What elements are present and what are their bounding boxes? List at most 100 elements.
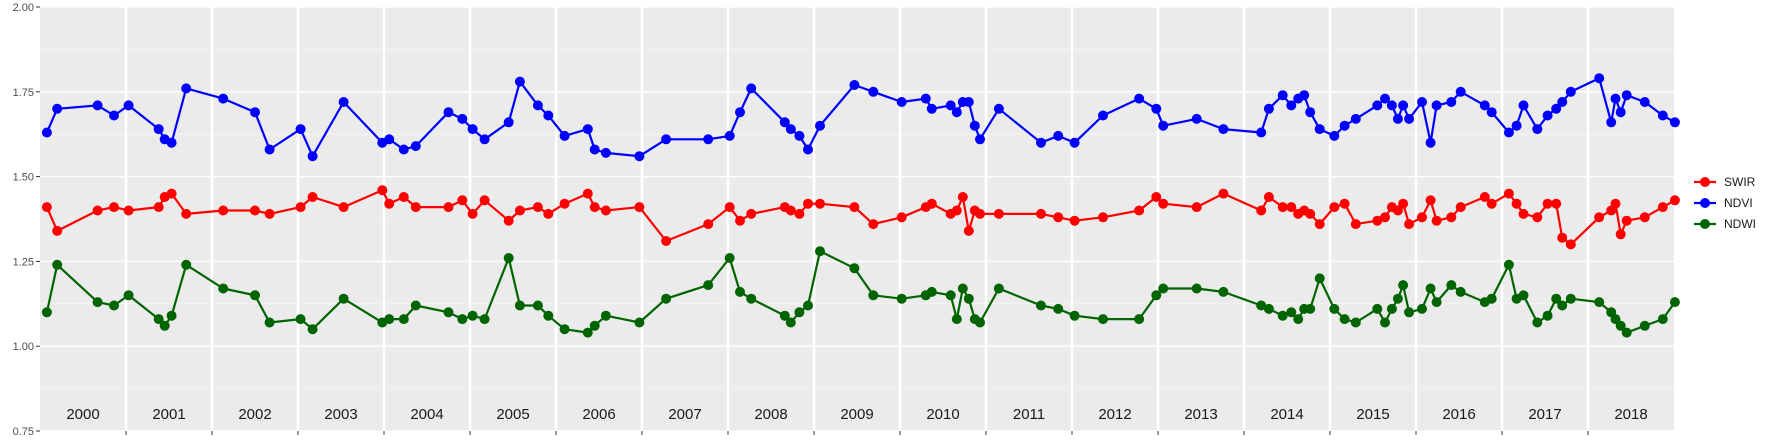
x-tick-label: 2007: [668, 406, 701, 423]
legend-label: NDWI: [1724, 217, 1756, 231]
data-point: [1455, 86, 1466, 97]
data-point: [443, 107, 454, 118]
data-point: [1503, 188, 1514, 199]
data-point: [166, 188, 177, 199]
data-point: [1511, 120, 1522, 131]
data-point: [926, 198, 937, 209]
data-point: [779, 117, 790, 128]
data-point: [503, 117, 514, 128]
data-point: [963, 293, 974, 304]
data-point: [1380, 212, 1390, 223]
data-point: [1417, 303, 1427, 314]
data-point: [52, 259, 63, 270]
data-point: [951, 205, 962, 216]
data-point: [661, 134, 672, 145]
data-point: [1339, 314, 1350, 325]
data-point: [218, 283, 229, 294]
data-point: [410, 300, 421, 311]
y-tick-label: 1.75: [13, 87, 34, 99]
data-point: [1277, 202, 1288, 213]
data-point: [1392, 293, 1403, 304]
data-point: [1669, 117, 1680, 128]
data-point: [1615, 320, 1626, 331]
data-point: [1134, 93, 1145, 104]
data-point: [1380, 317, 1390, 328]
legend: SWIR NDVI NDWI: [1694, 175, 1756, 231]
data-point: [1305, 208, 1316, 219]
data-point: [957, 192, 968, 202]
data-point: [1098, 314, 1108, 325]
data-point: [514, 76, 525, 87]
data-point: [582, 188, 593, 199]
x-tick-label: 2005: [496, 406, 529, 423]
data-point: [1329, 303, 1340, 314]
data-point: [951, 314, 962, 325]
data-point: [467, 124, 478, 135]
data-point: [41, 307, 52, 318]
series-ndvi: [41, 73, 1680, 162]
data-point: [153, 124, 164, 135]
data-point: [109, 202, 119, 213]
legend-key-point: [1700, 198, 1710, 208]
data-point: [803, 300, 813, 311]
data-point: [1098, 212, 1108, 223]
data-point: [410, 202, 421, 213]
data-point: [794, 307, 805, 318]
data-point: [803, 144, 813, 155]
data-point: [1098, 110, 1108, 121]
axes: 0.75 1.00 1.25 1.50 1.75 2.00 2000 2001 2002 2003…: [13, 2, 1648, 438]
x-tick-label: 2012: [1098, 406, 1131, 423]
data-point: [803, 198, 813, 209]
data-point: [1386, 303, 1397, 314]
data-point: [1263, 192, 1274, 202]
data-point: [1151, 290, 1162, 301]
data-point: [1404, 113, 1415, 124]
data-point: [384, 198, 395, 209]
data-point: [735, 215, 745, 226]
data-point: [785, 205, 796, 216]
data-point: [1594, 212, 1605, 223]
data-point: [1218, 286, 1229, 297]
data-point: [993, 208, 1004, 219]
data-point: [264, 208, 275, 219]
data-point: [1657, 314, 1668, 325]
data-point: [975, 134, 985, 145]
data-point: [92, 297, 103, 308]
data-point: [746, 83, 757, 94]
data-point: [559, 198, 570, 209]
data-point: [1286, 307, 1297, 318]
data-point: [52, 225, 63, 236]
y-tick-label: 1.00: [13, 341, 34, 353]
data-point: [815, 120, 825, 131]
data-point: [1380, 93, 1390, 104]
data-point: [1263, 303, 1274, 314]
data-point: [1053, 303, 1064, 314]
x-tick-label: 2011: [1013, 406, 1045, 423]
data-point: [123, 290, 134, 301]
data-point: [1286, 202, 1297, 213]
data-point: [746, 208, 757, 219]
data-point: [1286, 100, 1297, 111]
data-point: [1621, 90, 1632, 101]
data-point: [1293, 314, 1304, 325]
data-point: [963, 97, 974, 107]
y-tick-label: 1.50: [13, 172, 34, 184]
data-point: [1158, 283, 1169, 294]
data-point: [1669, 195, 1680, 206]
data-point: [1372, 215, 1383, 226]
data-point: [218, 205, 229, 216]
data-point: [1053, 212, 1064, 223]
data-point: [746, 293, 757, 304]
legend-label: NDVI: [1724, 196, 1753, 210]
data-point: [307, 324, 318, 335]
data-point: [582, 327, 593, 338]
data-point: [377, 185, 388, 196]
data-point: [398, 192, 409, 202]
data-point: [735, 107, 745, 118]
data-point: [1503, 259, 1514, 270]
data-point: [1329, 130, 1340, 141]
data-point: [398, 144, 409, 155]
data-point: [479, 314, 490, 325]
data-point: [41, 202, 52, 213]
